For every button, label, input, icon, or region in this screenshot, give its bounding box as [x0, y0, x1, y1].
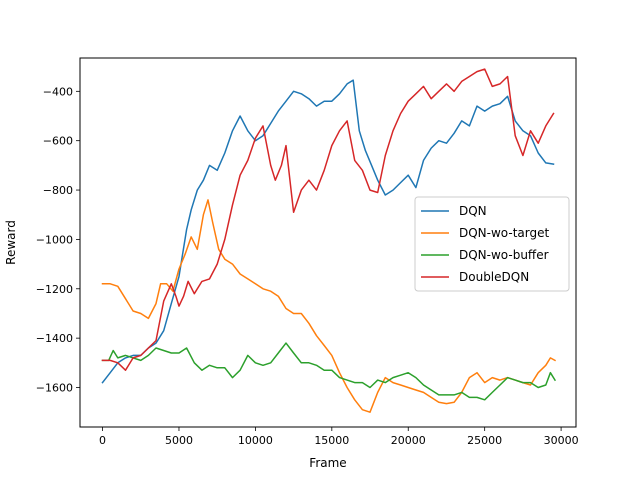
legend-box — [414, 196, 570, 292]
x-axis: 0 5000 10000 15000 20000 25000 30000 — [99, 427, 579, 447]
x-tick-label: 0 — [99, 434, 106, 447]
legend: DQN DQN-wo-target DQN-wo-buffer DoubleDQN — [414, 196, 570, 292]
y-tick-label: −1200 — [36, 283, 73, 296]
y-tick-label: −1400 — [36, 332, 73, 345]
x-tick-label: 25000 — [467, 434, 502, 447]
series-layer — [101, 68, 557, 413]
series-line-1 — [101, 199, 557, 413]
legend-label-3: DoubleDQN — [459, 270, 529, 284]
legend-label-1: DQN-wo-target — [459, 226, 549, 240]
x-axis-label: Frame — [309, 456, 346, 470]
series-line-2 — [101, 342, 557, 401]
legend-label-0: DQN — [459, 204, 487, 218]
y-tick-label: −400 — [43, 85, 73, 98]
x-tick-label: 5000 — [165, 434, 193, 447]
x-tick-label: 20000 — [391, 434, 426, 447]
series-line-3 — [101, 68, 555, 371]
x-tick-label: 10000 — [238, 434, 273, 447]
y-axis-label: Reward — [4, 220, 18, 265]
series-line-0 — [101, 79, 555, 384]
y-axis: −1600 −1400 −1200 −1000 −800 −600 −400 — [36, 85, 80, 395]
plot-frame — [79, 57, 577, 428]
y-tick-label: −1000 — [36, 233, 73, 246]
y-tick-label: −800 — [43, 184, 73, 197]
x-tick-label: 15000 — [314, 434, 349, 447]
x-tick-label: 30000 — [544, 434, 579, 447]
legend-label-2: DQN-wo-buffer — [459, 248, 549, 262]
y-tick-label: −600 — [43, 135, 73, 148]
y-tick-label: −1600 — [36, 382, 73, 395]
